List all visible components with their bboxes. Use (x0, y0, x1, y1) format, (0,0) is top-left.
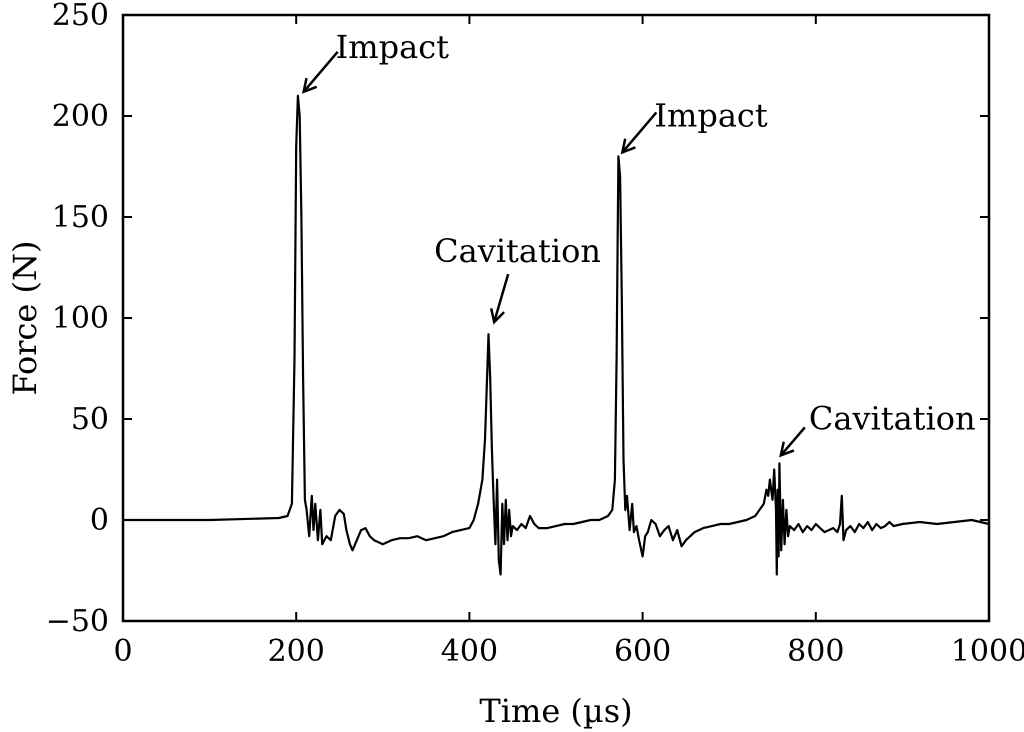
annotation-arrow-line (779, 426, 806, 457)
y-tick-label: −50 (46, 604, 109, 639)
series-layer (123, 94, 990, 576)
x-axis-title: Time (µs) (479, 692, 632, 730)
y-axis-title: Force (N) (6, 240, 44, 395)
x-tick-label: 400 (441, 634, 498, 669)
x-tick-label: 200 (268, 634, 325, 669)
y-tick-label: 0 (90, 503, 109, 538)
y-tick-label: 100 (52, 301, 109, 336)
annotation-arrow-line (302, 50, 339, 93)
annotation-arrow-head (620, 138, 636, 155)
x-tick-label: 1000 (951, 634, 1024, 669)
annotation-arrow-line (621, 111, 658, 154)
annotation-arrow-head (779, 441, 795, 458)
y-tick-label: 50 (71, 402, 109, 437)
y-tick-label: 250 (52, 0, 109, 33)
annotation-arrow-line (492, 273, 510, 323)
y-tick-label: 200 (52, 99, 109, 134)
annotation-arrow-head (489, 308, 505, 325)
annotations: Impact Cavitation Impact Cavitation (301, 28, 976, 458)
annotation-label: Cavitation (809, 399, 976, 437)
x-tick-label: 600 (614, 634, 671, 669)
x-tick-label: 0 (113, 634, 132, 669)
y-tick-label: 150 (52, 200, 109, 235)
annotation-label: Cavitation (434, 232, 601, 270)
annotation-label: Impact (654, 96, 767, 134)
plot-frame (121, 13, 991, 623)
series-line-force (123, 94, 990, 576)
x-tick-label: 800 (787, 634, 844, 669)
annotation-arrow-head (301, 77, 318, 94)
annotation-label: Impact (336, 28, 449, 66)
